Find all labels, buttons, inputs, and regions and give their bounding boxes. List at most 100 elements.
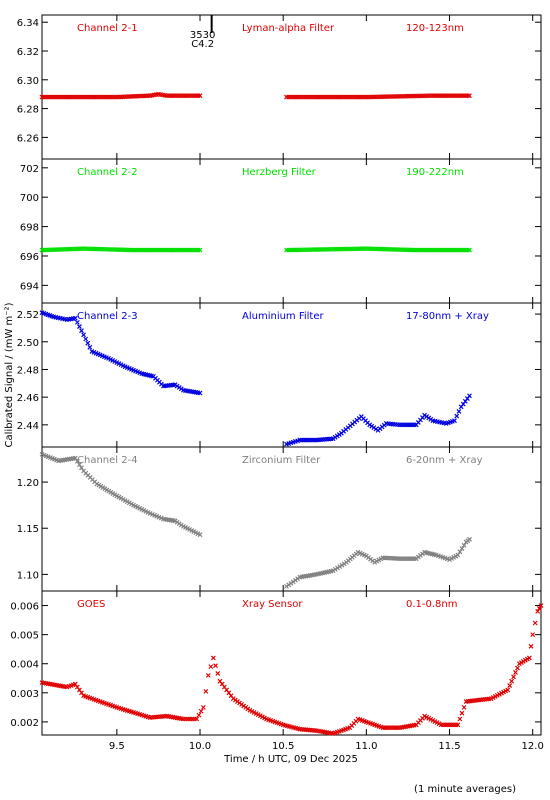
data-point	[72, 315, 78, 321]
y-tick-label: 6.34	[17, 18, 39, 29]
data-point	[459, 546, 465, 551]
y-tick-label: 2.46	[17, 393, 39, 404]
data-point	[457, 716, 463, 722]
panel-1: 6.26 6.28 6.30 6.32 6.34 Channel 2-1 Lyman-alp…	[17, 14, 542, 160]
data-point	[72, 455, 78, 461]
data-point	[197, 532, 203, 538]
x-tick-label: 11.0	[355, 741, 377, 752]
panel-name: Channel 2-4	[77, 455, 138, 466]
event-marker: 3530 C4.2	[190, 15, 215, 50]
event-marker-label-top: 3530	[190, 30, 215, 41]
panel-band: 0.1-0.8nm	[406, 599, 458, 610]
data-point	[85, 340, 91, 346]
y-tick-label: 2.44	[17, 421, 39, 432]
data-point	[210, 655, 216, 661]
data-point	[456, 409, 462, 414]
panel-filter: Lyman-alpha Filter	[242, 23, 335, 34]
panel-filter: Aluminium Filter	[242, 311, 325, 322]
panel-filter: Xray Sensor	[242, 599, 303, 610]
panels: 6.26 6.28 6.30 6.32 6.34 Channel 2-1 Lyman-alp…	[10, 14, 544, 736]
data-point	[526, 655, 532, 661]
data-point	[513, 670, 518, 675]
x-tick-label: 9.5	[109, 741, 125, 752]
panel-frame	[41, 446, 542, 592]
data-point	[74, 458, 80, 464]
data-point	[535, 608, 541, 614]
data-point	[208, 664, 214, 670]
y-axis-label: Calibrated Signal / (mW m⁻²)	[4, 302, 15, 447]
data-point	[87, 344, 93, 350]
panel-frame	[41, 158, 542, 304]
y-tick-label: 1.15	[17, 524, 39, 535]
y-tick-label: 1.10	[17, 570, 39, 581]
panel-name: Channel 2-1	[77, 23, 138, 34]
data-point	[461, 542, 467, 548]
data-point	[459, 710, 465, 716]
data-point	[538, 603, 544, 608]
data-point	[197, 390, 203, 396]
panel-band: 190-222nm	[406, 167, 464, 178]
data-point	[467, 536, 472, 542]
panel-band: 120-123nm	[406, 23, 464, 34]
data-point	[536, 606, 542, 611]
footnote: (1 minute averages)	[414, 784, 516, 795]
data-point	[461, 704, 467, 710]
x-tick-label: 10.0	[189, 741, 211, 752]
panel-frame	[41, 302, 542, 448]
x-tick-label: 10.5	[272, 741, 294, 752]
y-tick-label: 694	[20, 281, 39, 292]
data-point	[74, 319, 80, 325]
data-point	[197, 93, 203, 99]
data-point	[515, 665, 520, 671]
data-point	[457, 549, 463, 555]
data-point	[509, 678, 515, 684]
data-point	[196, 712, 202, 718]
data-point	[197, 247, 203, 253]
y-tick-label: 6.32	[17, 47, 39, 58]
data-point	[205, 672, 211, 678]
x-axis: 9.5 10.0 10.5 11.0 11.5 12.0	[109, 741, 544, 752]
y-tick-label: 0.004	[10, 660, 39, 671]
data-point	[79, 465, 84, 471]
data-point	[505, 687, 511, 693]
y-tick-label: 698	[20, 223, 39, 234]
panel-4: 1.10 1.15 1.20 Channel 2-4 Zirconium Filter 6…	[17, 446, 542, 592]
y-tick-label: 700	[20, 193, 39, 204]
panel-frame	[41, 590, 542, 736]
panel-filter: Zirconium Filter	[242, 455, 321, 466]
panel-frame	[41, 14, 542, 160]
data-point	[81, 332, 87, 338]
x-tick-label: 11.5	[438, 741, 460, 752]
x-tick-label: 12.0	[522, 741, 544, 752]
data-point	[528, 643, 534, 649]
data-point	[532, 620, 538, 626]
data-point	[455, 722, 461, 728]
panel-name: GOES	[77, 599, 105, 610]
panel-name: Channel 2-2	[77, 167, 138, 178]
panel-name: Channel 2-3	[77, 311, 138, 322]
data-point	[79, 328, 84, 334]
y-tick-label: 696	[20, 252, 39, 263]
data-point	[77, 324, 82, 329]
y-tick-label: 0.006	[10, 602, 39, 613]
y-tick-label: 1.20	[17, 478, 39, 489]
event-marker-label-bottom: C4.2	[191, 39, 214, 50]
data-point	[452, 418, 457, 424]
data-point	[83, 336, 89, 342]
y-tick-label: 6.30	[17, 76, 39, 87]
data-point	[77, 462, 82, 467]
panel-band: 17-80nm + Xray	[406, 311, 489, 322]
data-point	[455, 552, 461, 558]
y-tick-label: 6.28	[17, 105, 39, 116]
data-point	[511, 674, 516, 680]
y-tick-label: 0.003	[10, 689, 39, 700]
data-point	[194, 716, 200, 722]
data-point	[467, 393, 472, 399]
panel-band: 6-20nm + Xray	[406, 455, 483, 466]
data-point	[467, 247, 472, 253]
data-point	[198, 708, 204, 714]
data-point	[203, 688, 209, 694]
data-point	[215, 670, 221, 676]
x-axis-label: Time / h UTC, 09 Dec 2025	[223, 754, 358, 765]
data-point	[530, 632, 536, 638]
